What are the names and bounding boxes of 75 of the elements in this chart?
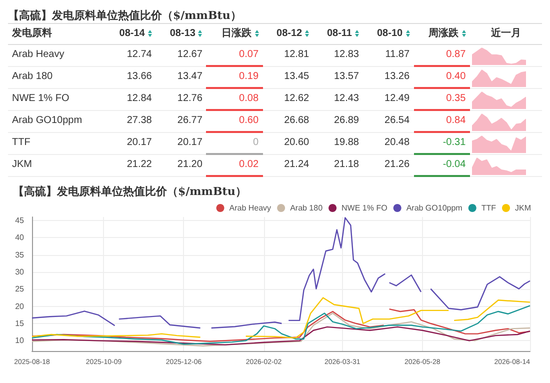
text: -0.31 [442,137,466,148]
text: 0.60 [239,115,259,126]
text: 【高硫】发电原料单位热值比价（$/mmBtu） [8,8,542,24]
text: 0.87 [446,48,466,60]
text: 0.07 [239,48,259,60]
text: 0.40 [446,71,466,82]
text: 0.02 [239,159,259,170]
text: 21.20 [177,159,202,170]
text: 21.26 [384,159,410,170]
text: 27.38 [126,115,152,126]
text: 20.17 [177,137,202,148]
text: 21.24 [284,159,310,170]
text: 12.81 [284,49,310,60]
y-tick-label: 15 [15,319,25,328]
legend-label: JKM [515,204,532,212]
category-label: 08-11 [326,26,353,41]
text: 13.45 [284,71,310,82]
y-tick-label: 45 [15,216,25,225]
text: 11.87 [385,49,410,60]
text: 12.67 [177,49,202,60]
text: 26.89 [334,115,359,126]
category-label: 周涨跌 [428,26,460,41]
text: 12.62 [284,93,310,104]
category-label: 08-13 [168,26,196,41]
text: 0.08 [239,93,259,104]
category-label: 08-14 [118,26,146,41]
text: 0.84 [446,115,466,126]
legend-label: TTF [481,204,496,212]
category-label: 08-10 [376,26,404,41]
text: 26.68 [284,115,310,126]
y-tick-label: 20 [15,302,25,311]
text: 13.66 [126,71,152,82]
text: 13.47 [177,71,202,82]
text: 26.77 [177,115,202,126]
text: 12.43 [334,93,359,104]
legend-label: Arab 180 [290,204,324,212]
line-series [31,326,531,346]
category-label: Arab 180 [12,71,53,82]
text: 20.60 [284,137,310,148]
text: 0.19 [239,71,259,82]
line-series [31,312,531,346]
category-label: NWE 1% FO [12,93,70,104]
y-tick-label: 35 [15,250,25,260]
legend-label: NWE 1% FO [342,204,388,212]
category-label: 发电原料 [10,26,53,41]
text: 26.54 [384,115,410,126]
y-tick-label: 25 [15,284,25,294]
category-label: JKM [12,159,32,170]
category-label: Arab Heavy [12,49,64,60]
category-label: Arab GO10ppm [12,115,82,126]
text: 13.57 [334,71,359,82]
category-label: 08-12 [276,26,304,41]
text: 21.18 [334,159,359,170]
y-tick-label: 40 [15,233,25,242]
text: 12.49 [384,93,410,104]
text: 20.17 [126,137,152,148]
text: 12.76 [177,93,202,104]
text: 12.83 [334,49,359,60]
y-tick-label: 10 [15,336,25,346]
text: 21.22 [126,159,152,170]
text: 20.48 [384,137,410,148]
category-label: 日涨跌 [220,26,253,41]
text: 12.74 [126,49,152,60]
chart-title: 【高硫】发电原料单位热值比价（$/mmBtu） [13,185,246,198]
text: 19.88 [334,137,359,148]
text: 0.35 [446,93,466,104]
text: 12.84 [126,93,152,104]
text: -0.04 [442,159,466,170]
text: 13.26 [384,71,410,82]
text: 0 [252,137,259,148]
legend-label: Arab Heavy [229,204,272,212]
category-label: 近一月 [490,26,522,41]
y-tick-label: 30 [15,267,25,276]
category-label: TTF [12,137,30,148]
legend-label: Arab GO10ppm [406,204,463,212]
